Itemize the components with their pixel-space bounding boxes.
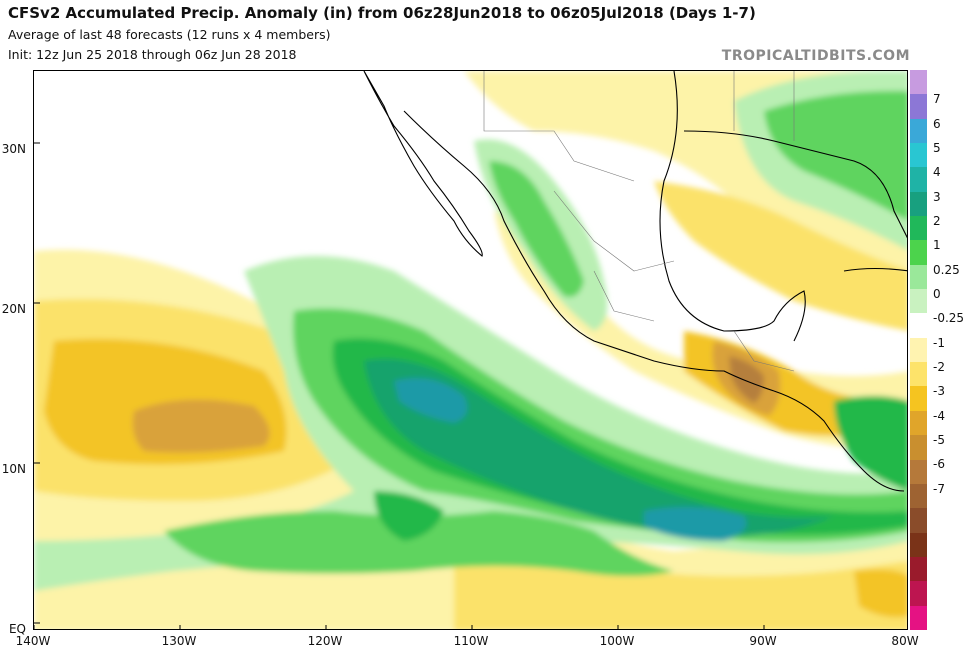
chart-title: CFSv2 Accumulated Precip. Anomaly (in) f…: [8, 4, 756, 22]
colorbar-segment: [910, 581, 927, 606]
colorbar-label: 4: [933, 165, 941, 180]
colorbar-segment: [910, 118, 927, 144]
wet-sierra-madre: [489, 161, 584, 297]
chart-subtitle-init: Init: 12z Jun 25 2018 through 06z Jun 28…: [8, 47, 297, 62]
dry-gulf-yellow: [654, 181, 907, 331]
wet-band-south: [164, 511, 674, 576]
colorbar-segment: [910, 143, 927, 168]
dry-core-pacific-center: [132, 399, 270, 453]
baja-california-coast: [363, 71, 483, 257]
colorbar-segment: [910, 313, 927, 338]
wet-core-dark: [364, 359, 834, 537]
colorbar-label: 7: [933, 92, 941, 107]
colorbar-label: -2: [933, 360, 945, 375]
lon-label-140w: 140W: [15, 634, 51, 648]
colorbar-segment: [910, 94, 927, 119]
lon-label-90w: 90W: [749, 634, 777, 648]
cuba-outline: [843, 267, 907, 272]
colorbar-segment: [910, 240, 927, 265]
colorbar-segment: [910, 483, 927, 509]
lon-label-80w: 80W: [891, 634, 919, 648]
lon-label-110w: 110W: [453, 634, 489, 648]
colorbar-label: 0: [933, 287, 941, 301]
colorbar-label: 3: [933, 189, 941, 204]
wet-florida: [764, 91, 907, 220]
colorbar-segment: [910, 70, 927, 95]
dry-guatemala-core: [729, 356, 764, 403]
central-america-coast: [773, 390, 905, 492]
state-borders: [483, 71, 795, 372]
lat-label-20n: 20N: [1, 302, 26, 316]
lon-label-100w: 100W: [599, 634, 635, 648]
colorbar-segment: [910, 337, 927, 363]
colorbar-label: -3: [933, 384, 945, 399]
wet-core-band: [332, 338, 907, 535]
colorbar-label: 6: [933, 116, 941, 131]
mexico-pacific-coast: [403, 110, 775, 392]
colorbar-label: -7: [933, 481, 945, 496]
wet-patch-south-pacific: [374, 491, 444, 541]
colorbar-segment: [910, 191, 927, 217]
lat-label-10n: 10N: [1, 462, 26, 476]
colorbar-segment: [910, 435, 927, 460]
colorbar-label: 1: [933, 238, 941, 253]
colorbar-label: -4: [933, 408, 945, 423]
precip-anomaly-map: [33, 70, 908, 630]
wet-caribbean: [834, 396, 907, 491]
dry-southeast-patch: [854, 569, 907, 618]
anomaly-field: [34, 71, 907, 629]
colorbar-segment: [910, 216, 927, 241]
lon-label-120w: 120W: [307, 634, 343, 648]
colorbar-label: -5: [933, 433, 945, 448]
colorbar-segment: [910, 459, 927, 484]
map-canvas: [34, 71, 907, 629]
colorbar-label: -6: [933, 457, 945, 472]
colorbar-segment: [910, 508, 927, 533]
colorbar-label: 5: [933, 140, 941, 155]
colorbar: [910, 70, 927, 630]
chart-subtitle-ensemble: Average of last 48 forecasts (12 runs x …: [8, 27, 331, 42]
colorbar-segment: [910, 605, 927, 630]
coastlines: [363, 71, 907, 492]
colorbar-segment: [910, 362, 927, 387]
colorbar-segment: [910, 556, 927, 582]
axis-ticks: [34, 142, 765, 629]
wet-peak-west: [394, 378, 468, 423]
colorbar-label: 0.25: [933, 262, 960, 277]
colorbar-segment: [910, 264, 927, 290]
us-gulf-coast: [683, 130, 907, 239]
gulf-coast: [659, 71, 806, 342]
colorbar-segment: [910, 289, 927, 314]
wet-peak-east: [644, 507, 747, 541]
lat-label-eq: EQ: [8, 622, 26, 636]
colorbar-label: -0.25: [933, 311, 964, 326]
colorbar-segment: [910, 532, 927, 557]
lon-label-130w: 130W: [161, 634, 197, 648]
colorbar-segment: [910, 410, 927, 436]
lat-label-30n: 30N: [1, 142, 26, 156]
colorbar-segment: [910, 386, 927, 411]
brand-watermark: TROPICALTIDBITS.COM: [721, 48, 910, 64]
colorbar-label: -1: [933, 335, 945, 350]
colorbar-segment: [910, 167, 927, 192]
colorbar-label: 2: [933, 213, 941, 228]
